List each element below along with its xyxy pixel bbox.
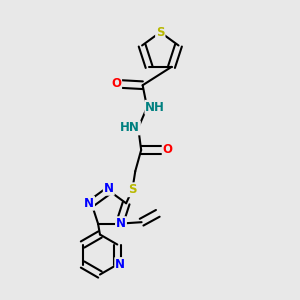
- Text: S: S: [128, 183, 136, 196]
- Text: N: N: [115, 258, 125, 271]
- Text: HN: HN: [120, 122, 140, 134]
- Text: O: O: [111, 77, 121, 90]
- Text: N: N: [84, 197, 94, 210]
- Text: N: N: [116, 217, 126, 230]
- Text: N: N: [104, 182, 114, 195]
- Text: S: S: [156, 26, 165, 39]
- Text: O: O: [163, 143, 173, 157]
- Text: NH: NH: [146, 101, 165, 114]
